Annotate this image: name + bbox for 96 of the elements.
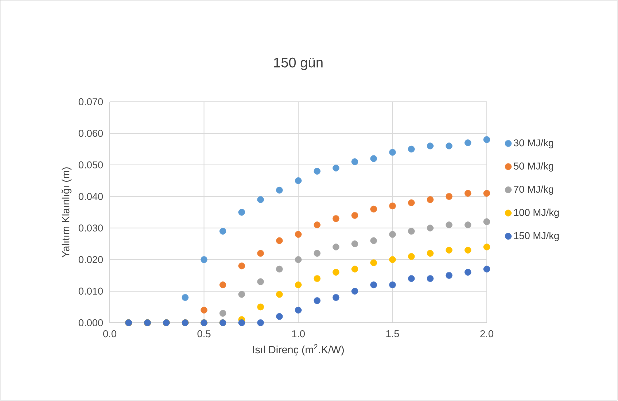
- point: [220, 282, 227, 289]
- point: [389, 282, 396, 289]
- point: [427, 250, 434, 257]
- y-tick-label: 0.000: [78, 319, 104, 327]
- point: [464, 222, 472, 229]
- y-tick-label: 0.040: [78, 193, 104, 200]
- point: [314, 275, 321, 282]
- point: [295, 231, 302, 238]
- y-axis-title: Yalıtım Klaınlığı (m): [62, 168, 72, 258]
- point: [389, 149, 396, 156]
- legend-label: 150 MJ/kg: [514, 232, 559, 242]
- point: [408, 146, 416, 153]
- y-tick-label: 0.050: [78, 162, 104, 169]
- legend-label: 100 MJ/kg: [514, 208, 559, 218]
- point: [446, 222, 453, 229]
- point: [446, 142, 453, 150]
- point: [182, 294, 189, 302]
- point: [295, 306, 302, 314]
- point: [257, 278, 264, 286]
- point: [332, 269, 340, 276]
- point: [446, 272, 453, 280]
- point: [257, 320, 264, 326]
- x-tick-label: 0.5: [198, 330, 211, 338]
- point: [295, 178, 302, 184]
- point: [408, 275, 416, 282]
- point: [257, 250, 264, 257]
- point: [370, 238, 378, 244]
- point: [276, 187, 284, 194]
- point: [352, 212, 358, 220]
- point: [220, 310, 227, 317]
- point: [276, 291, 284, 298]
- point: [484, 266, 490, 273]
- legend-label: 30 MJ/kg: [514, 139, 554, 149]
- point: [332, 294, 340, 302]
- point: [370, 155, 378, 162]
- point: [295, 256, 302, 264]
- chart-title: 150 gün: [274, 58, 323, 70]
- y-tick-label: 0.060: [78, 130, 104, 138]
- x-axis-title: Isıl Direnç (m$^{2}$.K/W): [253, 344, 344, 356]
- point: [200, 306, 208, 314]
- point: [370, 260, 378, 266]
- point: [446, 193, 453, 200]
- point: [276, 266, 284, 273]
- point: [314, 222, 321, 229]
- point: [314, 298, 321, 304]
- y-tick-label: 0.030: [78, 224, 104, 232]
- x-tick-label: 1.5: [386, 330, 400, 338]
- x-tick-label: 0.0: [103, 330, 117, 338]
- legend-label: 70 MJ/kg: [514, 186, 554, 196]
- x-tick-label: 1.0: [292, 330, 306, 338]
- point: [389, 256, 396, 264]
- point: [446, 246, 453, 254]
- point: [389, 231, 396, 238]
- point: [238, 262, 246, 270]
- point: [389, 202, 396, 210]
- point: [220, 228, 227, 235]
- point: [484, 190, 490, 197]
- point: [352, 288, 358, 295]
- point: [314, 250, 321, 257]
- point: [332, 244, 340, 251]
- point: [484, 218, 490, 226]
- point: [276, 313, 284, 320]
- y-tick-label: 0.020: [78, 256, 104, 264]
- point: [464, 269, 472, 276]
- point: [408, 228, 416, 235]
- point: [332, 164, 340, 172]
- point: [238, 291, 246, 298]
- point: [352, 266, 358, 273]
- point: [257, 304, 264, 311]
- point: [238, 209, 246, 216]
- point: [370, 206, 378, 213]
- point: [295, 282, 302, 289]
- point: [314, 168, 321, 175]
- point: [238, 320, 246, 326]
- point: [427, 196, 434, 204]
- point: [427, 275, 434, 282]
- point: [427, 142, 434, 150]
- point: [332, 215, 340, 222]
- point: [464, 140, 472, 146]
- point: [464, 246, 472, 254]
- point: [408, 200, 416, 206]
- point: [484, 244, 490, 251]
- point: [257, 196, 264, 204]
- y-tick-label: 0.010: [78, 288, 104, 295]
- x-tick-label: 2.0: [480, 330, 494, 338]
- point: [200, 256, 208, 264]
- point: [370, 282, 378, 289]
- point: [484, 136, 490, 144]
- point: [276, 238, 284, 244]
- point: [427, 224, 434, 232]
- y-tick-label: 0.070: [78, 98, 104, 106]
- point: [408, 253, 416, 260]
- point: [464, 190, 472, 197]
- point: [352, 240, 358, 248]
- point: [352, 158, 358, 166]
- legend-label: 50 MJ/kg: [514, 162, 554, 172]
